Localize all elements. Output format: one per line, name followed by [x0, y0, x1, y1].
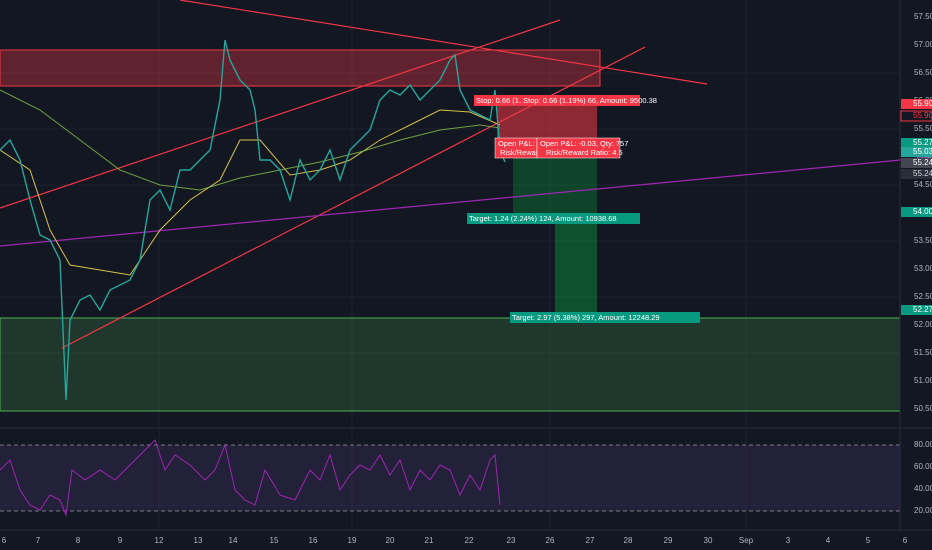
price-tick: 52.50	[914, 292, 932, 301]
time-tick: 6	[2, 536, 7, 545]
rsi-tick: 20.00	[914, 506, 932, 515]
price-marker-label: 55.24	[913, 169, 932, 178]
price-marker-label: 55.27	[913, 138, 932, 147]
target-box-2	[510, 312, 700, 323]
rsi-tick: 60.00	[914, 462, 932, 471]
stop-label: Stop: 0.66 (1. Stop: 0.66 (1.19%) 66, Am…	[476, 96, 657, 105]
price-tick: 51.00	[914, 376, 932, 385]
target-label-2: Target: 2.97 (5.38%) 297, Amount: 12248.…	[512, 313, 660, 322]
time-tick: 16	[309, 536, 318, 545]
time-tick: 20	[386, 536, 395, 545]
time-tick: 29	[664, 536, 673, 545]
rsi-line	[0, 439, 501, 517]
price-tick: 53.00	[914, 264, 932, 273]
stop-area	[497, 103, 597, 140]
resistance-zone	[0, 49, 601, 87]
ma-yellow	[0, 109, 501, 276]
price-tick: 51.50	[914, 348, 932, 357]
pnl-box	[536, 137, 621, 159]
price-line	[0, 39, 506, 401]
price-marker	[900, 110, 932, 122]
rsi-tick: 40.00	[914, 484, 932, 493]
price-marker-label: 55.03	[913, 147, 932, 156]
price-marker	[901, 169, 932, 179]
ma-green	[0, 89, 501, 191]
price-marker-label: 54.00	[913, 207, 932, 216]
time-tick: 6	[903, 536, 908, 545]
price-marker-label: 55.24	[913, 158, 932, 167]
rr-label: Risk/Reward	[500, 148, 543, 157]
price-marker-label: 52.27	[913, 305, 932, 314]
time-tick: 30	[704, 536, 713, 545]
purple-trend-line	[0, 156, 932, 247]
price-tick: 54.50	[914, 180, 932, 189]
support-zone	[0, 317, 901, 412]
price-tick: 55.50	[914, 124, 932, 133]
price-marker	[901, 207, 932, 217]
rsi-tick: 80.00	[914, 440, 932, 449]
price-tick: 53.50	[914, 236, 932, 245]
target-area-2	[555, 213, 597, 317]
stop-label-box	[474, 95, 640, 106]
time-tick: 21	[425, 536, 434, 545]
rsi-band	[0, 445, 900, 511]
time-tick: 4	[826, 536, 831, 545]
time-tick: 9	[118, 536, 123, 545]
time-tick: 12	[155, 536, 164, 545]
price-marker	[901, 147, 932, 157]
time-tick: 7	[36, 536, 41, 545]
price-marker	[901, 305, 932, 315]
time-tick: 14	[229, 536, 238, 545]
time-tick: 22	[465, 536, 474, 545]
price-marker-label: 55.90	[913, 99, 932, 108]
time-tick: 5	[866, 536, 871, 545]
price-marker	[901, 158, 932, 168]
target-box-1	[467, 213, 640, 224]
price-marker	[901, 138, 932, 148]
price-tick: 50.50	[914, 404, 932, 413]
target-label-1: Target: 1.24 (2.24%) 124, Amount: 10938.…	[469, 214, 617, 223]
time-tick: 28	[624, 536, 633, 545]
time-tick: 27	[586, 536, 595, 545]
price-tick: 52.00	[914, 320, 932, 329]
time-tick: 19	[348, 536, 357, 545]
time-tick: 3	[786, 536, 791, 545]
price-marker-label: 55.90	[913, 111, 932, 120]
time-tick: Sep	[739, 536, 754, 545]
time-tick: 23	[507, 536, 516, 545]
price-tick: 56.50	[914, 68, 932, 77]
time-tick: 8	[76, 536, 81, 545]
rr-label: Risk/Reward Ratio: 4.5	[546, 148, 623, 157]
time-tick: 13	[194, 536, 203, 545]
price-tick: 57.50	[914, 12, 932, 21]
pnl-label: Open P&L: -0	[498, 139, 543, 148]
time-tick: 26	[546, 536, 555, 545]
time-tick: 15	[270, 536, 279, 545]
pnl-label: Open P&L: -0.03, Qty: 757	[540, 139, 628, 148]
price-marker	[901, 99, 932, 109]
price-tick: 57.00	[914, 40, 932, 49]
